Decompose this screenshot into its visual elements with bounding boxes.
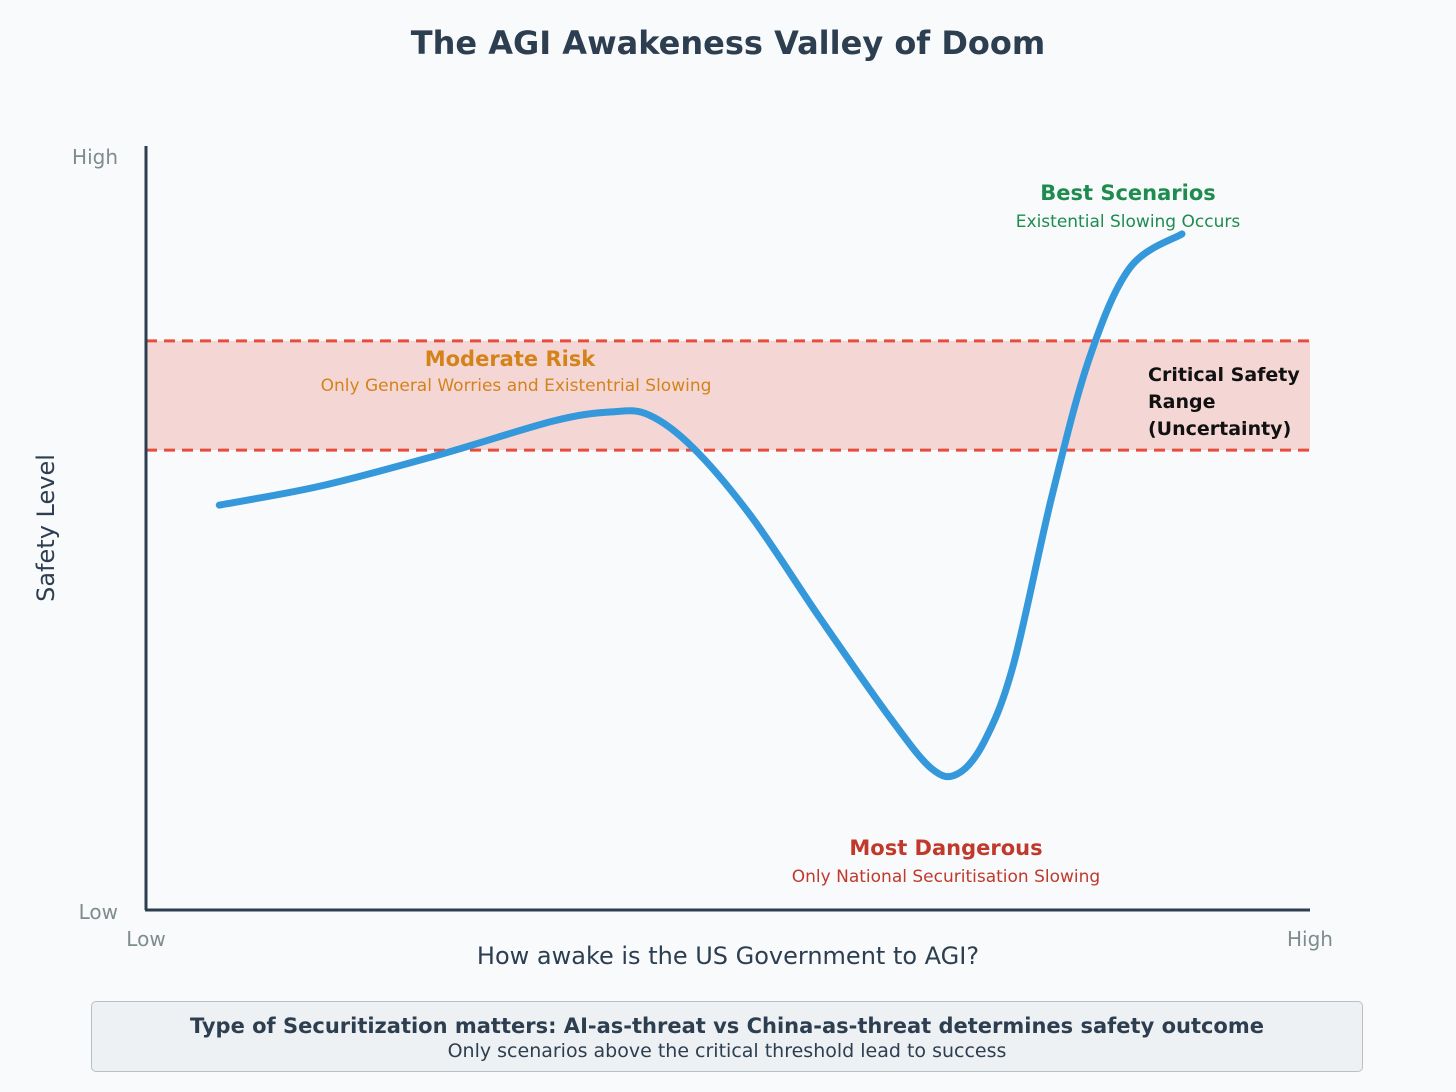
footer-sub-text: Only scenarios above the critical thresh… [447,1040,1007,1062]
band-label-line-1: Critical Safety [1148,364,1300,386]
band-label-line-2: Range [1148,391,1215,413]
y-axis-label: Safety Level [32,454,60,602]
critical-band [146,340,1310,451]
series-line-safety-curve [215,230,1186,781]
x-tick-high: High [1287,927,1333,951]
annotation-best-subtitle: Existential Slowing Occurs [1016,212,1241,232]
y-tick-low: Low [79,900,118,924]
annotation-best-title: Best Scenarios [1040,181,1216,205]
chart: The AGI Awakeness Valley of Doom High Lo… [32,24,1333,970]
band-label-line-3: (Uncertainty) [1148,418,1291,440]
annotation-moderate-subtitle: Only General Worries and Existentrial Sl… [321,376,712,396]
chart-title: The AGI Awakeness Valley of Doom [411,24,1045,62]
annotation-moderate-title: Moderate Risk [425,347,597,371]
y-tick-high: High [72,145,118,169]
x-axis-label: How awake is the US Government to AGI? [477,942,979,970]
footer-note: Type of Securitization matters: AI-as-th… [91,1001,1363,1072]
annotation-danger-subtitle: Only National Securitisation Slowing [792,867,1100,887]
annotation-danger-title: Most Dangerous [849,836,1042,860]
x-tick-low: Low [126,927,165,951]
footer-main-text: Type of Securitization matters: AI-as-th… [190,1014,1264,1038]
